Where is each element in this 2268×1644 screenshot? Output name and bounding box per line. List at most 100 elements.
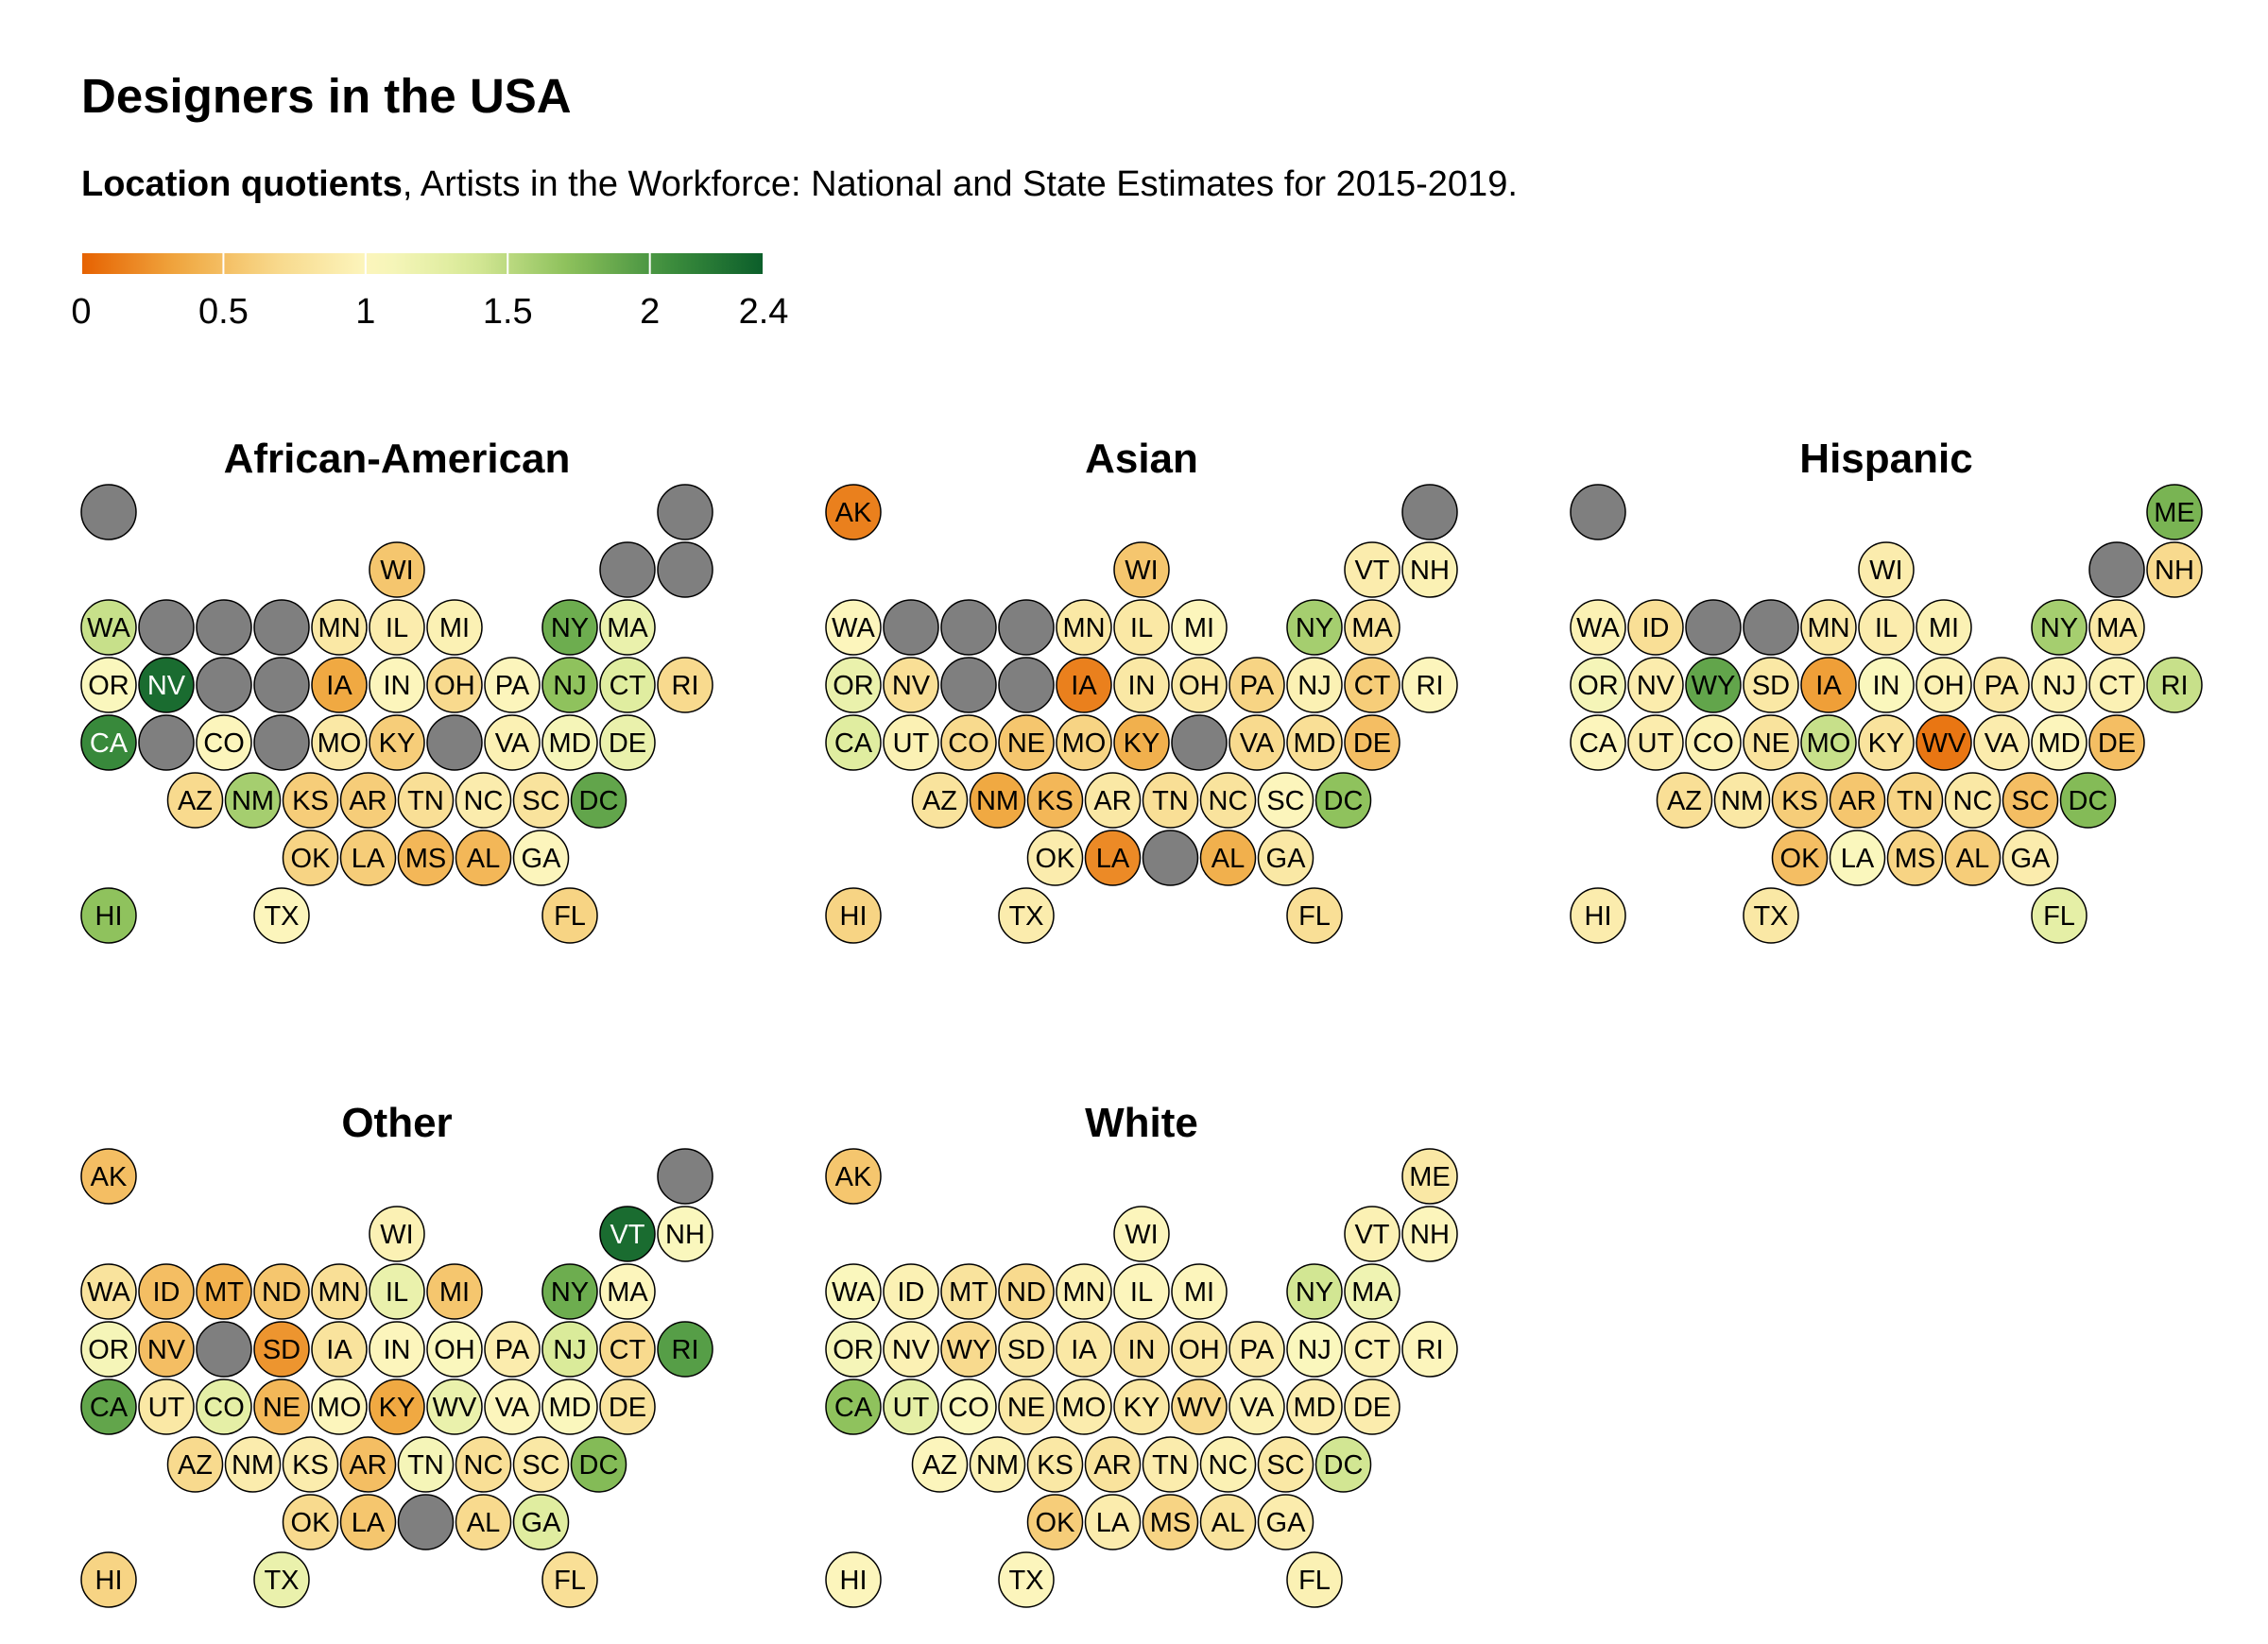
state-tile-ms[interactable] xyxy=(397,1494,455,1550)
state-tile-ar[interactable]: AR xyxy=(1084,1436,1142,1493)
state-tile-mo[interactable]: MO xyxy=(1800,714,1857,771)
state-tile-al[interactable]: AL xyxy=(1199,1494,1257,1550)
state-tile-id[interactable] xyxy=(883,599,939,656)
state-tile-ne[interactable]: NE xyxy=(998,1379,1055,1435)
state-tile-ia[interactable]: IA xyxy=(311,657,368,713)
state-tile-nd[interactable] xyxy=(998,599,1055,656)
state-tile-mi[interactable]: MI xyxy=(426,1263,483,1320)
state-tile-wy[interactable]: WY xyxy=(940,1321,997,1378)
state-tile-ct[interactable]: CT xyxy=(2088,657,2145,713)
state-tile-pa[interactable]: PA xyxy=(484,1321,541,1378)
state-tile-ne[interactable]: NE xyxy=(1743,714,1799,771)
state-tile-wi[interactable]: WI xyxy=(1113,541,1170,598)
state-tile-pa[interactable]: PA xyxy=(1228,1321,1285,1378)
state-tile-nv[interactable]: NV xyxy=(1627,657,1684,713)
state-tile-ms[interactable] xyxy=(1142,830,1199,886)
state-tile-mt[interactable] xyxy=(940,599,997,656)
state-tile-ny[interactable]: NY xyxy=(1286,1263,1343,1320)
state-tile-ga[interactable]: GA xyxy=(1257,830,1314,886)
state-tile-tn[interactable]: TN xyxy=(1886,772,1944,829)
state-tile-ma[interactable]: MA xyxy=(599,599,656,656)
state-tile-az[interactable]: AZ xyxy=(911,772,969,829)
state-tile-de[interactable]: DE xyxy=(1344,1379,1400,1435)
state-tile-oh[interactable]: OH xyxy=(1916,657,1972,713)
state-tile-ar[interactable]: AR xyxy=(339,772,397,829)
state-tile-sc[interactable]: SC xyxy=(1257,772,1314,829)
state-tile-mn[interactable]: MN xyxy=(1056,599,1112,656)
state-tile-nv[interactable]: NV xyxy=(883,657,939,713)
state-tile-nd[interactable]: ND xyxy=(998,1263,1055,1320)
state-tile-or[interactable]: OR xyxy=(825,1321,882,1378)
state-tile-nh[interactable]: NH xyxy=(657,1206,713,1262)
state-tile-nv[interactable]: NV xyxy=(138,657,195,713)
state-tile-ky[interactable]: KY xyxy=(1113,714,1170,771)
state-tile-va[interactable]: VA xyxy=(1228,714,1285,771)
state-tile-ky[interactable]: KY xyxy=(1858,714,1915,771)
state-tile-ky[interactable]: KY xyxy=(1113,1379,1170,1435)
state-tile-ms[interactable]: MS xyxy=(1886,830,1944,886)
state-tile-va[interactable]: VA xyxy=(1973,714,2030,771)
state-tile-md[interactable]: MD xyxy=(541,1379,598,1435)
state-tile-ks[interactable]: KS xyxy=(282,1436,339,1493)
state-tile-ny[interactable]: NY xyxy=(541,599,598,656)
state-tile-sd[interactable]: SD xyxy=(253,1321,310,1378)
state-tile-ak[interactable]: AK xyxy=(825,1148,882,1205)
state-tile-me[interactable] xyxy=(1401,484,1458,540)
state-tile-sd[interactable]: SD xyxy=(998,1321,1055,1378)
state-tile-hi[interactable]: HI xyxy=(80,1551,137,1608)
state-tile-wi[interactable]: WI xyxy=(1113,1206,1170,1262)
state-tile-ca[interactable]: CA xyxy=(825,714,882,771)
state-tile-ma[interactable]: MA xyxy=(599,1263,656,1320)
state-tile-or[interactable]: OR xyxy=(1570,657,1626,713)
state-tile-ia[interactable]: IA xyxy=(1800,657,1857,713)
state-tile-in[interactable]: IN xyxy=(1113,1321,1170,1378)
state-tile-mn[interactable]: MN xyxy=(1056,1263,1112,1320)
state-tile-ca[interactable]: CA xyxy=(80,714,137,771)
state-tile-md[interactable]: MD xyxy=(2031,714,2088,771)
state-tile-ca[interactable]: CA xyxy=(80,1379,137,1435)
state-tile-nm[interactable]: NM xyxy=(969,772,1026,829)
state-tile-ct[interactable]: CT xyxy=(1344,657,1400,713)
state-tile-mo[interactable]: MO xyxy=(311,1379,368,1435)
state-tile-nc[interactable]: NC xyxy=(1199,772,1257,829)
state-tile-co[interactable]: CO xyxy=(940,714,997,771)
state-tile-dc[interactable]: DC xyxy=(570,1436,627,1493)
state-tile-ar[interactable]: AR xyxy=(1084,772,1142,829)
state-tile-ok[interactable]: OK xyxy=(1771,830,1829,886)
state-tile-ri[interactable]: RI xyxy=(1401,1321,1458,1378)
state-tile-ut[interactable]: UT xyxy=(1627,714,1684,771)
state-tile-mi[interactable]: MI xyxy=(426,599,483,656)
state-tile-ar[interactable]: AR xyxy=(339,1436,397,1493)
state-tile-la[interactable]: LA xyxy=(1829,830,1886,886)
state-tile-al[interactable]: AL xyxy=(1199,830,1257,886)
state-tile-ks[interactable]: KS xyxy=(1771,772,1829,829)
state-tile-mn[interactable]: MN xyxy=(311,599,368,656)
state-tile-nm[interactable]: NM xyxy=(1713,772,1771,829)
state-tile-ma[interactable]: MA xyxy=(2088,599,2145,656)
state-tile-ar[interactable]: AR xyxy=(1829,772,1886,829)
state-tile-il[interactable]: IL xyxy=(1858,599,1915,656)
state-tile-hi[interactable]: HI xyxy=(825,887,882,944)
state-tile-mt[interactable] xyxy=(196,599,252,656)
state-tile-il[interactable]: IL xyxy=(1113,599,1170,656)
state-tile-tx[interactable]: TX xyxy=(998,887,1055,944)
state-tile-tx[interactable]: TX xyxy=(253,887,310,944)
state-tile-ma[interactable]: MA xyxy=(1344,599,1400,656)
state-tile-mt[interactable]: MT xyxy=(940,1263,997,1320)
state-tile-la[interactable]: LA xyxy=(1084,830,1142,886)
state-tile-ne[interactable] xyxy=(253,714,310,771)
state-tile-nm[interactable]: NM xyxy=(224,772,282,829)
state-tile-ky[interactable]: KY xyxy=(369,1379,425,1435)
state-tile-ut[interactable]: UT xyxy=(883,1379,939,1435)
state-tile-ak[interactable]: AK xyxy=(80,1148,137,1205)
state-tile-me[interactable]: ME xyxy=(2146,484,2203,540)
state-tile-ne[interactable]: NE xyxy=(253,1379,310,1435)
state-tile-pa[interactable]: PA xyxy=(1228,657,1285,713)
state-tile-vt[interactable]: VT xyxy=(1344,541,1400,598)
state-tile-vt[interactable] xyxy=(2088,541,2145,598)
state-tile-ms[interactable]: MS xyxy=(397,830,455,886)
state-tile-id[interactable]: ID xyxy=(883,1263,939,1320)
state-tile-sc[interactable]: SC xyxy=(1257,1436,1314,1493)
state-tile-md[interactable]: MD xyxy=(1286,1379,1343,1435)
state-tile-or[interactable]: OR xyxy=(80,657,137,713)
